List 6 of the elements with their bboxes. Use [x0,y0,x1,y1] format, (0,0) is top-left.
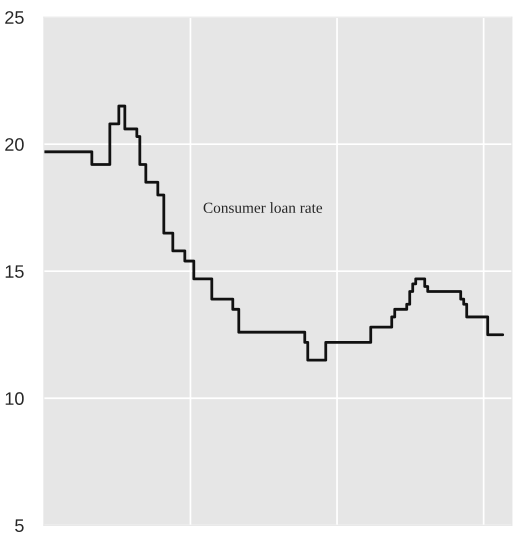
y-tick-label: 25 [5,11,24,24]
y-tick-label: 20 [5,138,24,151]
y-tick-label: 15 [6,265,24,278]
y-tick-label: 5 [15,519,24,532]
annotation: Consumer loan rate [204,202,322,213]
y-tick-label: 10 [6,392,24,405]
